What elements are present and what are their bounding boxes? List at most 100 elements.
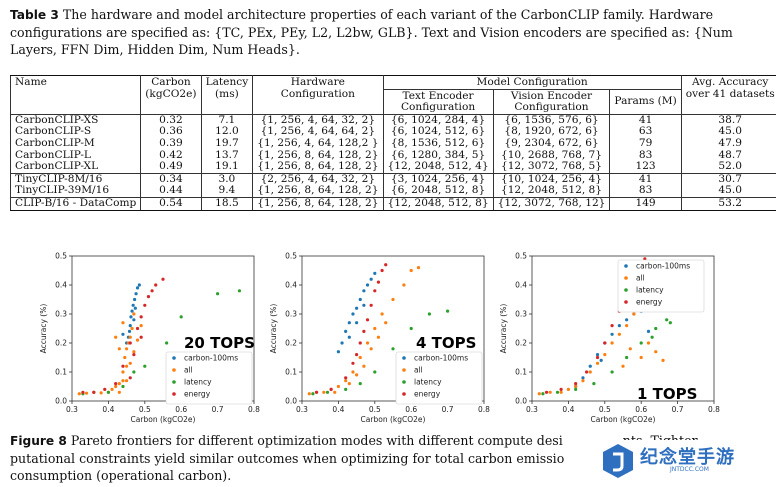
point-energy <box>574 382 578 386</box>
y-tick-label: 0.0 <box>285 397 297 406</box>
point-all <box>362 364 366 368</box>
legend: carbon-100ms all latency energy <box>395 351 483 405</box>
figure-caption-text: Pareto frontiers for different optimizat… <box>70 433 563 448</box>
table-row: TinyCLIP-8M/16 0.34 3.0 {2, 256, 4, 64, 32,… <box>9 172 776 186</box>
point-carbon-100ms <box>336 350 340 354</box>
legend-label: energy <box>636 298 663 307</box>
point-all <box>639 355 643 360</box>
point-latency <box>592 382 596 386</box>
point-all <box>654 350 658 354</box>
point-carbon-100ms <box>344 329 348 333</box>
point-latency <box>668 321 672 325</box>
y-tick-label: 0.1 <box>285 368 297 377</box>
x-tick-label: 0.7 <box>442 405 454 414</box>
legend-label: latency <box>414 378 442 387</box>
point-all <box>402 283 406 287</box>
point-latency <box>409 326 413 331</box>
x-axis-label: Carbon (kgCO2e) <box>361 415 426 424</box>
point-energy <box>544 390 549 394</box>
point-energy <box>369 303 373 307</box>
point-carbon-100ms <box>358 297 362 302</box>
point-energy <box>150 289 154 293</box>
chart-1: 0.3 0.4 0.5 0.6 0.7 0.80.00.10.20.30.40.5Carb… <box>39 252 260 425</box>
legend-marker <box>402 392 406 396</box>
point-carbon-100ms <box>362 289 366 293</box>
figure-caption-label: Figure 8 <box>10 434 67 448</box>
point-energy <box>373 289 377 293</box>
point-carbon-100ms <box>135 286 140 290</box>
point-all <box>128 361 132 365</box>
y-axis-label: Accuracy (%) <box>39 304 48 354</box>
point-all <box>574 384 578 389</box>
legend-label: energy <box>184 390 211 399</box>
point-all <box>110 387 114 391</box>
header-params: Params (M) <box>609 89 682 115</box>
x-tick-label: 0.5 <box>369 405 381 414</box>
figure-caption-line2: putational constraints yield similar out… <box>10 451 565 466</box>
point-carbon-100ms <box>133 306 137 310</box>
header-model-config: Model Configuration <box>382 75 682 90</box>
y-tick-label: 0.5 <box>55 252 67 261</box>
point-carbon-100ms <box>129 315 133 319</box>
point-energy <box>139 315 143 319</box>
x-tick-label: 0.4 <box>332 405 344 414</box>
point-all <box>139 324 143 328</box>
point-energy <box>380 268 384 273</box>
point-all <box>125 379 129 383</box>
x-tick-label: 0.3 <box>66 405 78 414</box>
point-latency <box>106 390 110 394</box>
table-row: CarbonCLIP-S 0.36 12.0 {1, 256, 4, 64, 64, … <box>9 126 776 138</box>
y-tick-label: 0.4 <box>285 281 297 290</box>
point-latency <box>165 341 169 345</box>
point-energy <box>351 361 355 365</box>
legend-marker <box>172 380 176 384</box>
table-row: CarbonCLIP-XL 0.49 19.1 {1, 256, 8, 64, 128… <box>9 160 776 174</box>
point-all <box>351 370 355 374</box>
point-all <box>307 392 311 396</box>
legend-marker <box>172 392 176 396</box>
point-carbon-100ms <box>362 303 366 307</box>
plot-frame <box>531 255 715 402</box>
legend-box <box>165 351 253 405</box>
y-tick-label: 0.1 <box>55 368 67 377</box>
x-tick-label: 0.5 <box>599 405 611 414</box>
point-energy <box>161 277 165 281</box>
point-all <box>123 355 127 360</box>
point-all <box>99 391 103 395</box>
point-carbon-100ms <box>340 341 344 345</box>
point-carbon-100ms <box>127 329 132 333</box>
point-energy <box>610 324 614 328</box>
point-all <box>358 355 362 360</box>
point-latency <box>654 326 658 331</box>
point-carbon-100ms <box>365 283 370 287</box>
point-energy <box>121 364 125 368</box>
point-all <box>128 335 132 339</box>
point-latency <box>650 335 654 339</box>
point-carbon-100ms <box>646 329 651 333</box>
point-latency <box>639 341 643 345</box>
point-latency <box>121 384 125 389</box>
plot-frame <box>301 255 485 402</box>
table-row: CLIP-B/16 - DataComp 0.54 18.5 {1, 256, 8, … <box>9 196 776 211</box>
annotation-label: 1 TOPS <box>637 385 697 403</box>
legend: carbon-100ms all latency energy <box>617 259 705 313</box>
y-tick-label: 0.3 <box>515 310 527 319</box>
point-all <box>125 347 129 351</box>
y-tick-label: 0.3 <box>285 310 297 319</box>
point-all <box>617 332 621 336</box>
x-tick-label: 0.3 <box>526 405 538 414</box>
table-caption-text: The hardware and model architecture prop… <box>10 7 733 57</box>
point-carbon-100ms <box>355 321 359 325</box>
point-energy <box>139 335 143 339</box>
x-tick-label: 0.5 <box>139 405 151 414</box>
point-all <box>416 266 421 270</box>
legend-label: all <box>414 366 423 375</box>
point-energy <box>344 376 348 380</box>
watermark: 纪念堂手游 JNTDCC.COM <box>598 440 768 482</box>
pareto-charts: 0.3 0.4 0.5 0.6 0.7 0.80.00.10.20.30.40.5Carb… <box>39 252 720 425</box>
point-carbon-100ms <box>617 324 621 328</box>
point-energy <box>114 382 118 386</box>
point-all <box>114 384 118 389</box>
table-row: CarbonCLIP-L 0.42 13.7 {1, 256, 8, 64, 128,… <box>9 149 776 162</box>
point-all <box>661 358 665 362</box>
